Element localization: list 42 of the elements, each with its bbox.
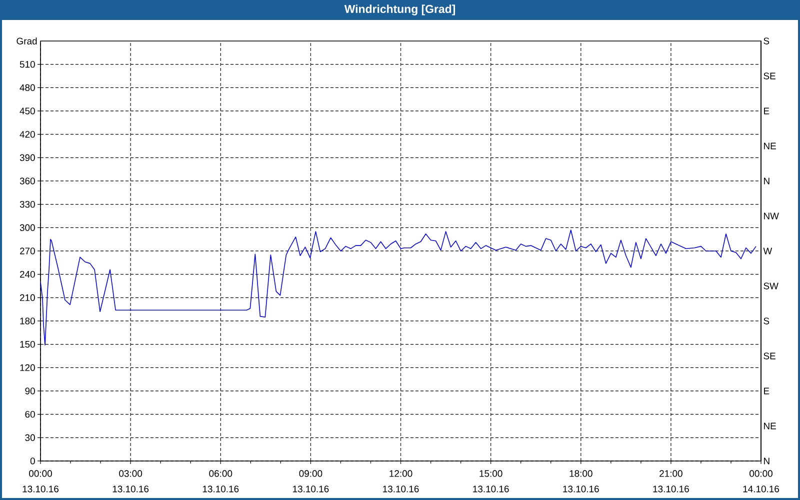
y-tick-label: 390	[20, 154, 35, 162]
category-label: S	[764, 318, 770, 324]
y-tick-label: 360	[20, 178, 35, 184]
category-label: SW	[764, 282, 778, 290]
category-label: SE	[764, 72, 776, 80]
y-tick-label: 270	[20, 248, 35, 254]
y-tick-label: 30	[25, 434, 35, 442]
x-tick-label: 21:00 13.10.16	[653, 470, 689, 492]
x-tick-label: 00:00 14.10.16	[743, 470, 780, 492]
y-tick-label: 510	[20, 60, 35, 68]
category-label: S	[764, 38, 770, 44]
category-label: N	[764, 458, 770, 464]
y-tick-label: 120	[20, 364, 35, 372]
category-label: W	[763, 248, 772, 254]
y-tick-label: 150	[20, 340, 35, 348]
y-tick-label: 240	[20, 270, 35, 278]
x-tick-label: 06:00 13.10.16	[202, 470, 239, 492]
chart-title: Windrichtung [Grad]	[344, 4, 456, 16]
category-label: NE	[764, 142, 776, 150]
category-label: NE	[764, 422, 776, 430]
y-tick-label: 0	[30, 458, 35, 464]
x-tick-label: 15:00 13.10.16	[473, 470, 509, 492]
category-label: SE	[764, 352, 776, 360]
y-tick-label: 480	[20, 84, 35, 92]
x-tick-label: 12:00 13.10.16	[383, 470, 419, 492]
category-label: NW	[764, 212, 779, 220]
category-label: N	[764, 178, 770, 184]
category-label: E	[764, 108, 770, 114]
y-axis-title: Grad	[16, 38, 37, 44]
y-tick-label: 60	[25, 410, 35, 418]
y-tick-label: 450	[20, 108, 35, 114]
y-tick-label: 420	[20, 130, 35, 138]
y-tick-label: 300	[20, 224, 35, 232]
y-tick-label: 90	[25, 388, 35, 394]
y-tick-label: 210	[20, 294, 35, 302]
x-tick-label: 03:00 13.10.16	[112, 470, 149, 492]
y-tick-label: 330	[20, 200, 35, 208]
x-tick-label: 09:00 13.10.16	[292, 470, 329, 492]
x-tick-label: 00:00 13.10.16	[22, 470, 59, 492]
category-label: E	[764, 388, 770, 394]
x-tick-label: 18:00 13.10.16	[563, 470, 599, 492]
y-tick-label: 180	[20, 318, 35, 324]
